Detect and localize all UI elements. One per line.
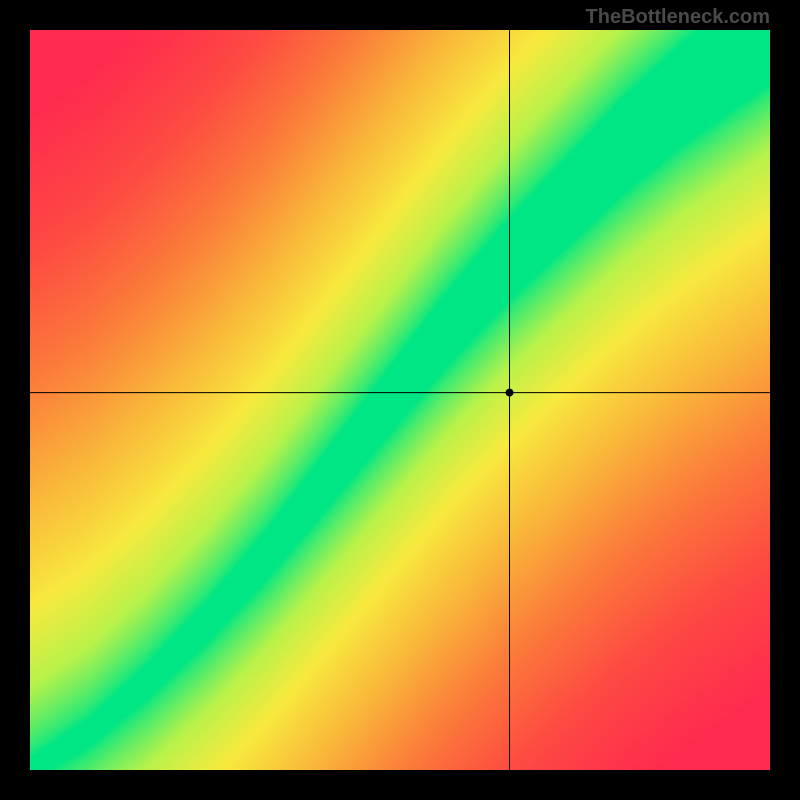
heatmap-chart (30, 30, 770, 770)
marker-dot (506, 389, 514, 397)
watermark-text: TheBottleneck.com (586, 6, 770, 29)
overlay-svg (30, 30, 770, 770)
